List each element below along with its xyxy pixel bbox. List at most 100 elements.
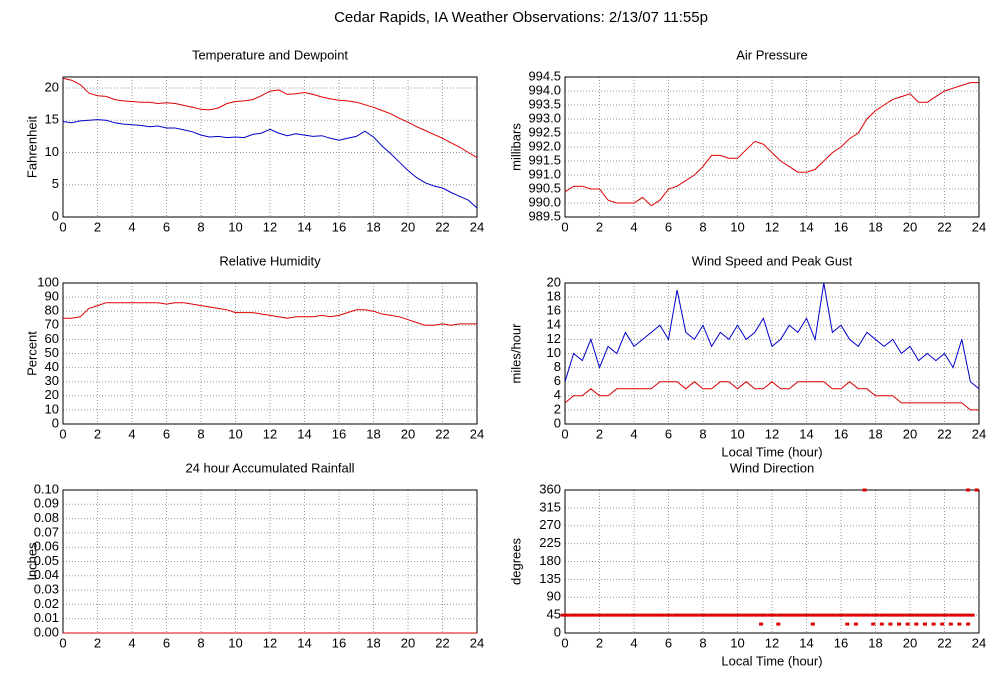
data-point	[948, 622, 953, 626]
x-tick-label: 14	[297, 426, 311, 441]
x-tick-label: 16	[834, 635, 848, 650]
y-tick-label: 0	[554, 624, 561, 639]
data-point	[681, 613, 691, 617]
y-tick-label: 80	[45, 303, 59, 318]
x-tick-label: 20	[903, 219, 917, 234]
panel-title: 24 hour Accumulated Rainfall	[185, 460, 354, 475]
data-point	[853, 613, 863, 617]
y-tick-label: 225	[539, 535, 561, 550]
x-tick-label: 8	[197, 635, 204, 650]
x-tick-label: 8	[197, 219, 204, 234]
data-point	[957, 613, 967, 617]
data-point	[871, 622, 876, 626]
y-tick-label: 16	[547, 303, 561, 318]
y-tick-label: 270	[539, 517, 561, 532]
data-point	[776, 613, 785, 617]
y-tick-label: 0.03	[34, 582, 59, 597]
x-tick-label: 12	[263, 426, 277, 441]
plot-frame	[564, 282, 980, 425]
data-point	[897, 613, 906, 617]
y-tick-label: 0.10	[34, 481, 59, 496]
plot-frame	[564, 489, 980, 634]
x-tick-label: 24	[972, 426, 986, 441]
data-point	[759, 613, 768, 617]
data-point	[733, 613, 742, 617]
y-tick-label: 6	[554, 373, 561, 388]
x-tick-label: 6	[163, 219, 170, 234]
x-tick-label: 18	[366, 219, 380, 234]
y-axis-label: Inches	[24, 542, 39, 581]
data-point	[655, 613, 665, 617]
data-point	[750, 613, 760, 617]
data-point	[784, 613, 794, 617]
page-title: Cedar Rapids, IA Weather Observations: 2…	[334, 9, 708, 26]
y-tick-label: 10	[45, 144, 59, 159]
x-tick-label: 12	[765, 635, 779, 650]
data-point	[862, 488, 867, 492]
data-point	[664, 613, 673, 617]
y-tick-label: 20	[45, 387, 59, 402]
y-axis-label: millibars	[508, 123, 523, 171]
plot-frame	[564, 76, 980, 218]
data-point	[595, 613, 604, 617]
y-tick-label: 45	[547, 607, 561, 622]
data-point	[577, 613, 587, 617]
panel: Wind Speed and Peak Gust miles/hour Local …	[508, 253, 986, 459]
x-tick-label: 16	[332, 219, 346, 234]
data-point	[836, 613, 846, 617]
x-tick-label: 0	[59, 635, 66, 650]
data-point	[905, 613, 915, 617]
x-tick-label: 18	[868, 426, 882, 441]
y-tick-label: 100	[37, 274, 59, 289]
data-point	[603, 613, 613, 617]
x-tick-label: 6	[163, 635, 170, 650]
data-point	[819, 613, 829, 617]
panel-title: Relative Humidity	[219, 253, 321, 268]
data-point	[957, 622, 962, 626]
x-tick-label: 18	[366, 635, 380, 650]
data-point	[862, 613, 872, 617]
data-point	[793, 613, 803, 617]
x-tick-label: 22	[937, 426, 951, 441]
data-point	[897, 622, 902, 626]
y-tick-label: 990.5	[528, 180, 561, 195]
y-tick-label: 993.5	[528, 96, 561, 111]
y-tick-label: 993.0	[528, 110, 561, 125]
y-tick-label: 0	[554, 415, 561, 430]
x-tick-label: 0	[59, 219, 66, 234]
x-tick-label: 22	[435, 426, 449, 441]
panel: Temperature and Dewpoint Fahrenheit 0 5 10 15…	[24, 47, 484, 234]
x-tick-label: 22	[435, 635, 449, 650]
y-tick-label: 14	[547, 317, 561, 332]
y-tick-label: 0.06	[34, 539, 59, 554]
y-tick-label: 10	[45, 401, 59, 416]
x-tick-label: 0	[561, 635, 568, 650]
x-tick-label: 8	[699, 426, 706, 441]
x-tick-label: 16	[332, 426, 346, 441]
data-point	[715, 613, 725, 617]
data-point	[612, 613, 622, 617]
x-tick-label: 16	[834, 426, 848, 441]
y-tick-label: 992.0	[528, 138, 561, 153]
x-tick-label: 24	[972, 219, 986, 234]
x-tick-label: 20	[401, 219, 415, 234]
data-point	[629, 613, 639, 617]
x-tick-label: 24	[470, 635, 484, 650]
y-tick-label: 15	[45, 112, 59, 127]
y-tick-label: 50	[45, 345, 59, 360]
x-tick-label: 4	[128, 635, 135, 650]
y-tick-label: 135	[539, 571, 561, 586]
x-tick-label: 2	[94, 426, 101, 441]
x-tick-label: 20	[903, 426, 917, 441]
y-tick-label: 0.04	[34, 567, 59, 582]
panel-title: Air Pressure	[736, 47, 808, 62]
data-point	[922, 613, 932, 617]
x-tick-label: 16	[834, 219, 848, 234]
x-axis-label: Local Time (hour)	[721, 653, 822, 668]
data-point	[724, 613, 734, 617]
y-tick-label: 90	[547, 589, 561, 604]
x-tick-label: 10	[228, 426, 242, 441]
plot-frame	[62, 76, 478, 218]
data-point	[966, 488, 971, 492]
x-tick-label: 4	[128, 219, 135, 234]
